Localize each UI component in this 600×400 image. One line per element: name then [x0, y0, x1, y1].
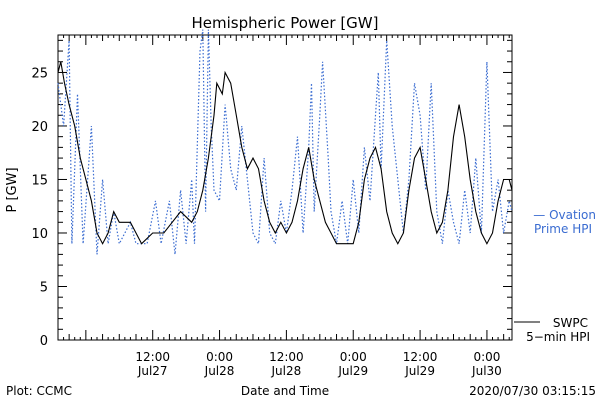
x-tick-label-time: 0:00: [206, 350, 233, 364]
y-tick-label: 20: [31, 120, 48, 135]
x-axis-label: Date and Time: [241, 384, 329, 398]
series-swpc-line: [57, 61, 513, 245]
y-tick-label: 0: [40, 334, 48, 349]
x-tick-label-date: Jul28: [204, 364, 235, 378]
x-tick-label-time: 12:00: [135, 350, 170, 364]
y-tick-label: 10: [31, 227, 48, 242]
plot-border: [57, 34, 513, 341]
chart-title: Hemispheric Power [GW]: [192, 14, 379, 32]
series-ovation-line: [57, 29, 513, 255]
x-tick-label-time: 12:00: [403, 350, 438, 364]
y-tick-label: 5: [40, 280, 48, 295]
x-tick-label-time: 0:00: [473, 350, 500, 364]
x-tick-label-date: Jul28: [271, 364, 302, 378]
y-tick-label: 15: [31, 173, 48, 188]
legend-ovation-label-2: Prime HPI: [534, 222, 592, 236]
plot-timestamp: 2020/07/30 03:15:15: [469, 384, 596, 398]
y-axis-label: P [GW]: [5, 167, 20, 212]
plot-frame: [57, 34, 513, 341]
x-tick-label-date: Jul29: [337, 364, 368, 378]
x-tick-label-time: 0:00: [340, 350, 367, 364]
x-tick-label-date: Jul30: [471, 364, 502, 378]
y-axis: 0 5 10 15 20 25: [31, 39, 512, 349]
legend-ovation-label: — Ovation: [533, 208, 596, 222]
plot-credit: Plot: CCMC: [6, 384, 72, 398]
x-tick-label-date: Jul27: [137, 364, 168, 378]
x-tick-label-time: 12:00: [269, 350, 304, 364]
x-tick-label-date: Jul29: [404, 364, 435, 378]
legend-swpc-label-2: 5−min HPI: [526, 330, 590, 344]
x-axis: 12:00Jul270:00Jul2812:00Jul280:00Jul2912…: [57, 35, 510, 378]
y-tick-label: 25: [31, 66, 48, 81]
legend-swpc-label: SWPC: [553, 316, 588, 330]
series-layer: [57, 29, 513, 255]
